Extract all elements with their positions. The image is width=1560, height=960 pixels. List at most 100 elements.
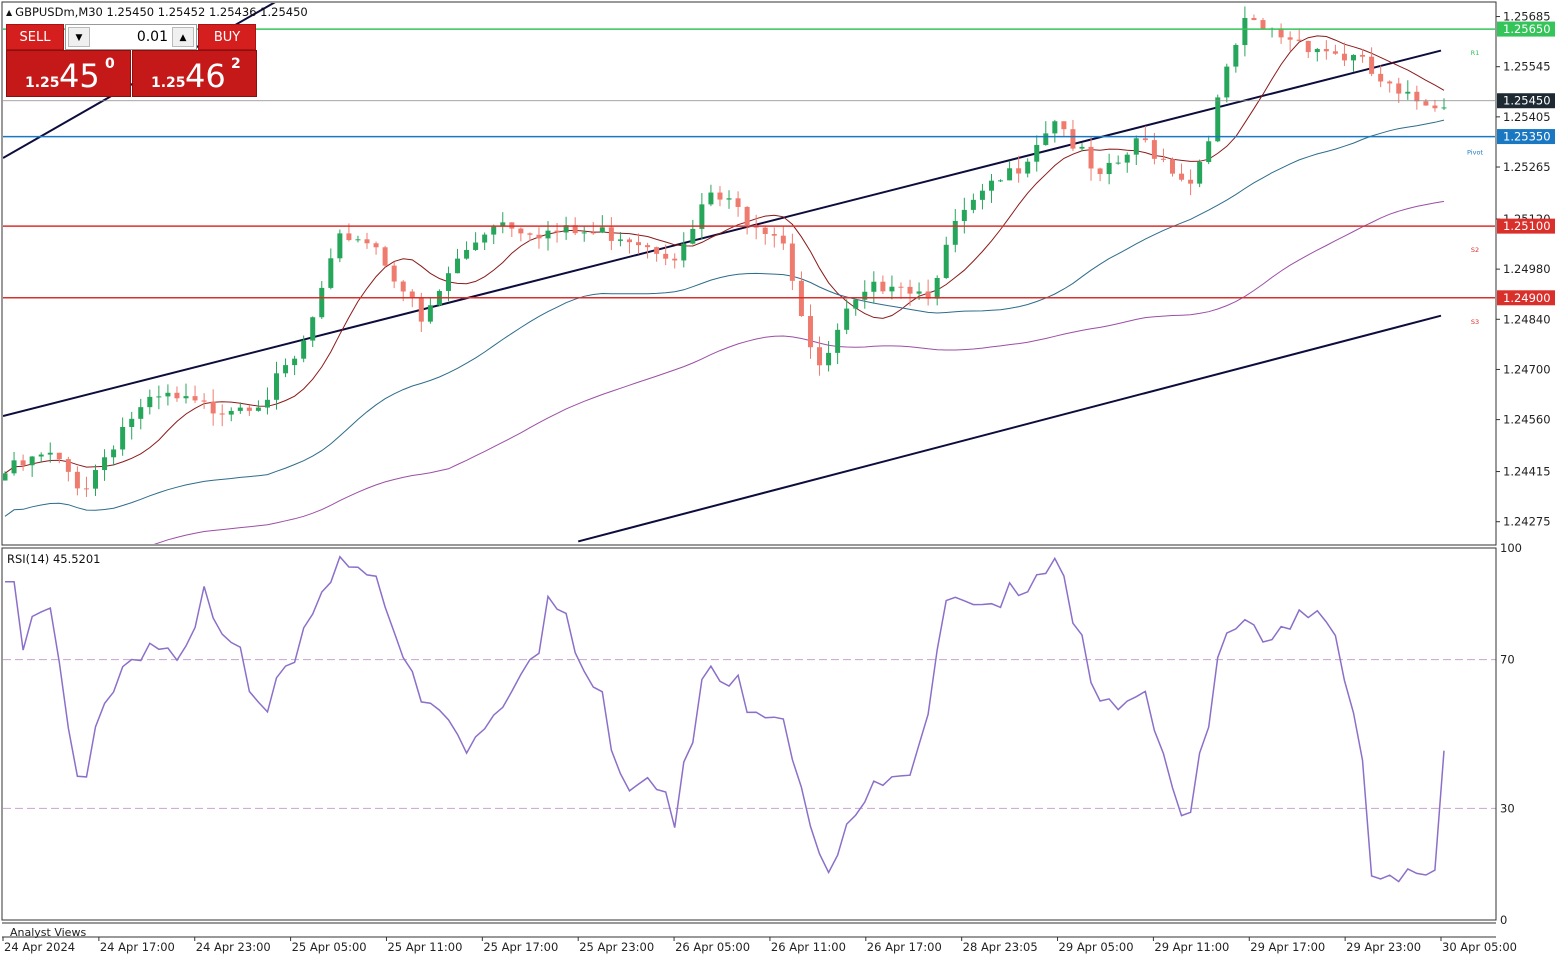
candle bbox=[807, 304, 813, 359]
candle bbox=[1332, 44, 1338, 55]
candle bbox=[1441, 98, 1447, 110]
x-tick-label: 28 Apr 23:05 bbox=[963, 940, 1038, 954]
y-tick-label: 1.24980 bbox=[1503, 262, 1551, 276]
sell-button[interactable]: SELL bbox=[6, 24, 64, 50]
candle-body bbox=[74, 471, 80, 489]
candle bbox=[83, 476, 89, 497]
candle bbox=[183, 383, 189, 404]
trendline-2 bbox=[3, 49, 1442, 417]
current-price-tag bbox=[1497, 93, 1555, 109]
y-tick-label: 1.24275 bbox=[1503, 515, 1551, 529]
candle-body bbox=[1242, 17, 1248, 46]
candle-body bbox=[1296, 39, 1302, 41]
candle bbox=[817, 336, 823, 376]
candle bbox=[916, 282, 922, 300]
x-tick-label: 25 Apr 11:00 bbox=[387, 940, 462, 954]
candle-body bbox=[1224, 66, 1230, 98]
candle-body bbox=[599, 227, 605, 233]
moving-average-mid bbox=[4, 119, 1445, 517]
candle-body bbox=[554, 230, 560, 233]
candle-body bbox=[1414, 91, 1420, 102]
candle-body bbox=[780, 235, 786, 244]
buy-price-quote[interactable]: 1.25 46 2 bbox=[132, 50, 257, 97]
candle-body bbox=[102, 457, 108, 471]
candle-body bbox=[708, 192, 714, 205]
candle-body bbox=[56, 452, 62, 460]
x-tick-label: 24 Apr 23:00 bbox=[196, 940, 271, 954]
one-click-trading-panel: SELL ▼ ▲ BUY 1.25 45 0 1.25 46 2 bbox=[6, 24, 257, 97]
x-tick-label: 24 Apr 17:00 bbox=[100, 940, 175, 954]
candle bbox=[681, 232, 687, 268]
candle bbox=[228, 407, 234, 422]
lot-size-input[interactable] bbox=[92, 27, 168, 47]
candle bbox=[56, 452, 62, 464]
lot-increase-icon[interactable]: ▲ bbox=[172, 27, 194, 47]
candle-body bbox=[1314, 49, 1320, 53]
candle bbox=[491, 224, 497, 245]
collapse-triangle-icon[interactable]: ▲ bbox=[6, 8, 13, 17]
candle bbox=[943, 236, 949, 280]
candle bbox=[771, 227, 777, 248]
candle-body bbox=[1332, 51, 1338, 54]
candle bbox=[1188, 169, 1194, 196]
buy-button[interactable]: BUY bbox=[198, 24, 256, 50]
candle-body bbox=[292, 358, 298, 366]
candle-body bbox=[147, 396, 153, 408]
candle-body bbox=[970, 199, 976, 210]
candle-body bbox=[138, 407, 144, 419]
candle-body bbox=[310, 317, 316, 341]
analyst-views-label[interactable]: Analyst Views bbox=[10, 926, 87, 939]
rsi-pane bbox=[3, 555, 1496, 883]
candle-body bbox=[817, 347, 823, 366]
sell-price-fraction: 0 bbox=[105, 56, 115, 72]
candle-body bbox=[400, 281, 406, 292]
candle-body bbox=[1133, 138, 1139, 155]
buy-price-fraction: 2 bbox=[231, 56, 241, 72]
candle bbox=[355, 235, 361, 243]
candle bbox=[1278, 23, 1284, 44]
level-price-tag-r1 bbox=[1497, 21, 1555, 37]
candle bbox=[789, 233, 795, 291]
candle-body bbox=[464, 249, 470, 259]
candle bbox=[1052, 119, 1058, 143]
candle-body bbox=[1052, 121, 1058, 134]
candle-body bbox=[871, 281, 877, 292]
candle bbox=[1423, 99, 1429, 106]
candle-body bbox=[391, 265, 397, 282]
candle-body bbox=[943, 244, 949, 278]
candle-body bbox=[925, 291, 931, 299]
candle bbox=[1224, 63, 1230, 103]
candle-body bbox=[1369, 56, 1375, 74]
candle bbox=[1088, 136, 1094, 181]
candle-body bbox=[1070, 129, 1076, 149]
candle bbox=[1251, 14, 1257, 21]
candle bbox=[536, 227, 542, 249]
candle-body bbox=[219, 413, 225, 415]
candle-body bbox=[1251, 17, 1257, 21]
candle bbox=[979, 183, 985, 210]
candle-body bbox=[20, 460, 26, 466]
candle bbox=[464, 241, 470, 260]
candle bbox=[934, 275, 940, 306]
candle-body bbox=[482, 234, 488, 243]
candle bbox=[672, 253, 678, 269]
candle bbox=[835, 323, 841, 365]
sell-price-quote[interactable]: 1.25 45 0 bbox=[6, 50, 131, 97]
candle-body bbox=[581, 232, 587, 234]
y-tick-label: 1.25405 bbox=[1503, 110, 1551, 124]
y-tick-label: 1.24560 bbox=[1503, 413, 1551, 427]
lot-decrease-icon[interactable]: ▼ bbox=[68, 27, 90, 47]
rsi-indicator-label: RSI(14) 45.5201 bbox=[7, 552, 101, 566]
moving-average-fast bbox=[4, 35, 1445, 474]
candle bbox=[310, 316, 316, 348]
candle bbox=[1233, 43, 1239, 73]
candle-body bbox=[473, 242, 479, 250]
candle-body bbox=[979, 190, 985, 200]
x-tick-label: 29 Apr 23:00 bbox=[1346, 940, 1421, 954]
candle bbox=[1151, 132, 1157, 165]
candle-body bbox=[880, 281, 886, 292]
candle-body bbox=[916, 291, 922, 294]
x-tick-label: 30 Apr 05:00 bbox=[1442, 940, 1517, 954]
